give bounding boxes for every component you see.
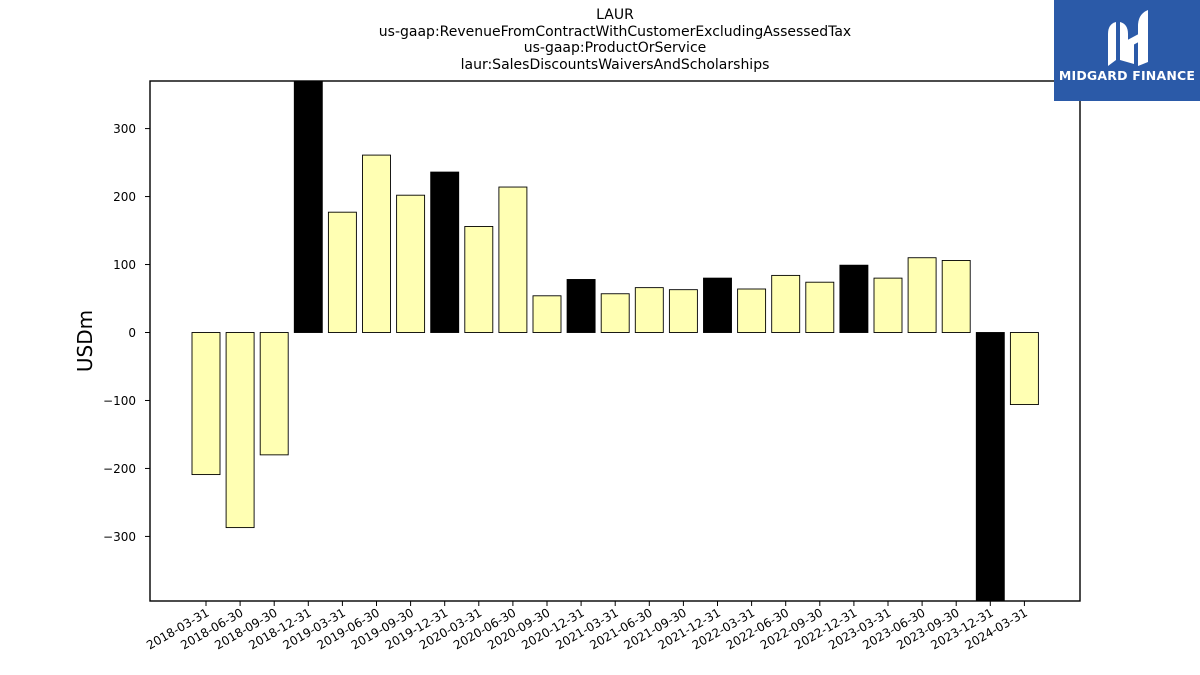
y-tick-label: 300: [113, 122, 136, 136]
y-tick-label: −200: [103, 462, 136, 476]
bar-2022-09-30: [805, 281, 835, 333]
bar-2019-12-31: [430, 171, 460, 333]
logo-text: MIDGARD FINANCE: [1058, 68, 1196, 83]
chart-title-line-3: us-gaap:ProductOrService: [523, 40, 707, 56]
bars-layer: [191, 80, 1039, 602]
y-tick-label: 200: [113, 190, 136, 204]
bar-2021-09-30: [668, 289, 698, 333]
bar-2019-03-31: [327, 211, 357, 333]
bar-2022-12-31: [839, 264, 869, 333]
bar-2024-03-31: [1009, 332, 1039, 406]
plot-frame: [149, 80, 1081, 602]
y-tick-label: 0: [128, 326, 136, 340]
bar-2023-09-30: [941, 260, 971, 333]
bar-2019-06-30: [362, 154, 391, 333]
bar-2020-03-31: [464, 226, 494, 333]
y-tick-label: 100: [113, 258, 136, 272]
bar-2023-03-31: [873, 277, 903, 333]
chart-title-line-2: us-gaap:RevenueFromContractWithCustomerE…: [378, 23, 852, 40]
bar-2023-06-30: [907, 257, 937, 333]
y-axis-label: USDm: [73, 310, 97, 372]
bar-2022-03-31: [737, 288, 767, 333]
bar-2019-09-30: [396, 194, 426, 333]
bar-2021-03-31: [600, 293, 630, 333]
bar-2018-12-31: [293, 80, 323, 333]
bar-2021-12-31: [703, 277, 732, 333]
bar-2021-06-30: [634, 287, 664, 333]
y-tick-label: −300: [103, 530, 136, 544]
bar-2020-06-30: [498, 186, 528, 333]
chart-title-line-4: laur:SalesDiscountsWaiversAndScholarship…: [460, 56, 770, 73]
bar-2020-09-30: [532, 295, 562, 333]
bar-2020-12-31: [566, 279, 596, 333]
midgard-logo: MIDGARD FINANCE: [1054, 0, 1200, 101]
bar-2023-12-31: [975, 332, 1005, 602]
x-axis: 2018-03-312018-06-302018-09-302018-12-31…: [144, 601, 1030, 652]
bar-2018-06-30: [225, 332, 255, 529]
bar-2018-03-31: [191, 332, 221, 476]
bar-2018-09-30: [259, 332, 289, 456]
midgard-logo-icon: [1108, 10, 1148, 66]
y-axis: −300 −200 −100 0 100 200 300: [103, 122, 150, 544]
bar-2022-06-30: [771, 274, 801, 333]
chart-title-line-1: LAUR: [596, 7, 634, 23]
y-tick-label: −100: [103, 394, 136, 408]
